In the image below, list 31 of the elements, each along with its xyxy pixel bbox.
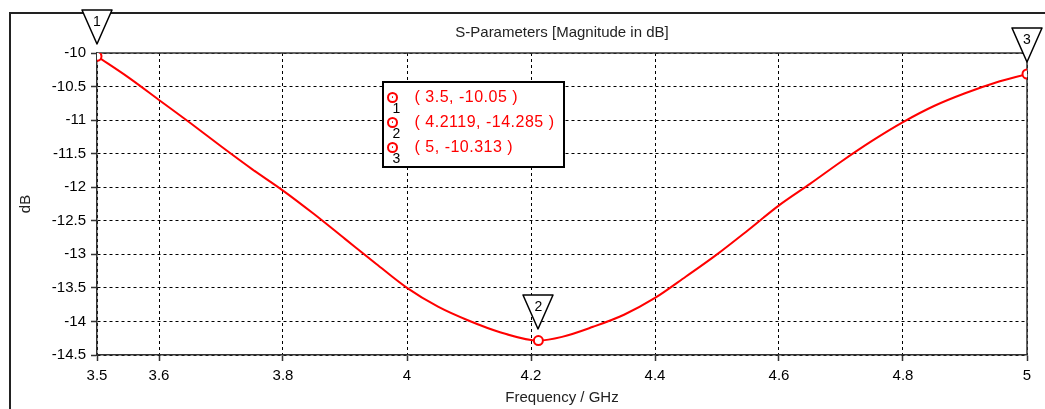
y-tick-label: -13.5	[51, 278, 86, 296]
x-axis-title: Frequency / GHz	[505, 388, 619, 406]
annotation: ( 5, -10.313 )	[414, 138, 514, 156]
x-tick-label: 4.2	[520, 366, 542, 384]
x-tick-label: 4.6	[768, 366, 790, 384]
x-tick-label: 4.8	[892, 366, 914, 384]
x-tick-label: 3.6	[148, 366, 170, 384]
y-tick-label: -13	[64, 244, 86, 262]
annotation: ( 4.2119, -14.285 )	[414, 113, 555, 131]
y-tick-label: -10	[64, 43, 86, 61]
y-tick-label: -14	[64, 311, 86, 329]
y-tick-label: -12	[64, 177, 86, 195]
x-tick-label: 3.5	[86, 366, 108, 384]
annotation: 1	[93, 13, 101, 30]
annotation: ( 3.5, -10.05 )	[414, 88, 519, 106]
y-axis-title: dB	[16, 194, 34, 214]
y-tick-label: -10.5	[51, 76, 86, 94]
annotation: 3	[1023, 31, 1031, 47]
y-tick-label: -11.5	[52, 143, 86, 161]
y-tick-label: -14.5	[51, 345, 86, 363]
text: 2	[392, 125, 401, 141]
text: 3	[392, 150, 401, 166]
x-tick-label: 4	[402, 366, 412, 384]
annotation: 2	[534, 297, 543, 314]
x-tick-label: 4.4	[644, 366, 666, 384]
x-tick-label: 5	[1022, 366, 1032, 384]
y-tick-label: -12.5	[51, 210, 86, 228]
x-tick-label: 3.8	[272, 366, 294, 384]
text: 1	[392, 100, 401, 116]
chart-title: S-Parameters [Magnitude in dB]	[455, 23, 669, 41]
y-tick-label: -11	[65, 110, 86, 128]
